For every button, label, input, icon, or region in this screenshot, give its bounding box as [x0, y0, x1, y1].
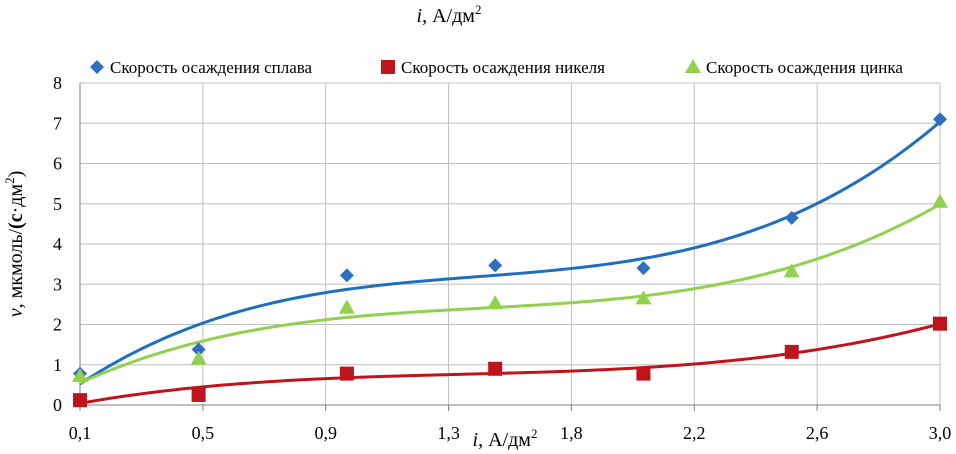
point-series-3: [190, 350, 207, 365]
trendlines: [79, 120, 941, 405]
grid: [80, 82, 941, 405]
x-tick-label: 1,3: [437, 423, 460, 443]
legend-marker-2: [381, 60, 395, 74]
y-tick-label: 1: [53, 355, 62, 375]
point-series-2: [784, 344, 799, 359]
legend-label-3: Скорость осаждения цинка: [706, 58, 903, 77]
y-tick-label: 3: [53, 274, 62, 294]
legend-label-1: Скорость осаждения сплава: [110, 58, 313, 77]
point-series-3: [932, 193, 948, 208]
trendline-series-3: [79, 202, 941, 385]
point-series-1: [339, 268, 354, 283]
y-tick-label: 4: [53, 234, 62, 254]
y-tick-label: 6: [53, 154, 62, 174]
legend-marker-1: [90, 60, 104, 74]
y-tick-label: 0: [53, 395, 62, 415]
data-points: [72, 112, 948, 408]
point-series-2: [636, 366, 651, 381]
x-tick-label: 2,2: [683, 423, 706, 443]
point-series-2: [191, 387, 206, 402]
point-series-2: [73, 393, 87, 408]
axes: [79, 83, 941, 411]
point-series-1: [636, 261, 651, 276]
point-series-3: [72, 368, 88, 383]
point-series-3: [487, 295, 504, 310]
legend: Скорость осаждения сплава Скорость осажде…: [90, 58, 903, 77]
point-series-1: [784, 210, 799, 225]
y-tick-label: 2: [53, 315, 62, 335]
legend-label-2: Скорость осаждения никеля: [401, 58, 605, 77]
y-tick-label: 5: [53, 194, 62, 214]
point-series-1: [933, 112, 947, 127]
x-axis-title: i, А/дм2: [473, 426, 538, 451]
x-tick-label: 0,5: [192, 423, 215, 443]
y-tick-label: 8: [53, 73, 62, 93]
x-tick-label: 0,9: [314, 423, 337, 443]
point-series-1: [191, 342, 206, 357]
y-tick-labels: 0 1 2 3 4 5 6 7 8: [53, 73, 62, 415]
point-series-3: [783, 263, 800, 278]
x-tick-labels: 0,1 0,5 0,9 1,3 1,8 2,2 2,6 3,0: [69, 423, 952, 443]
x-tick-label: 3,0: [929, 423, 952, 443]
x-tick-label: 0,1: [69, 423, 92, 443]
trendline-series-2: [79, 322, 941, 405]
y-axis-title: v, мкмоль/(с·дм2): [2, 171, 27, 318]
point-series-2: [339, 366, 354, 381]
x-tick-label: 1,8: [560, 423, 583, 443]
point-series-3: [338, 299, 355, 314]
point-series-2: [488, 361, 503, 376]
x-tick-label: 2,6: [806, 423, 829, 443]
legend-marker-3: [685, 59, 701, 73]
y-tick-label: 7: [53, 113, 62, 133]
point-series-2: [933, 316, 947, 331]
point-series-3: [635, 290, 652, 305]
point-series-1: [488, 258, 503, 273]
trendline-series-1: [79, 120, 941, 386]
chart-title: i, А/дм2: [417, 2, 482, 27]
